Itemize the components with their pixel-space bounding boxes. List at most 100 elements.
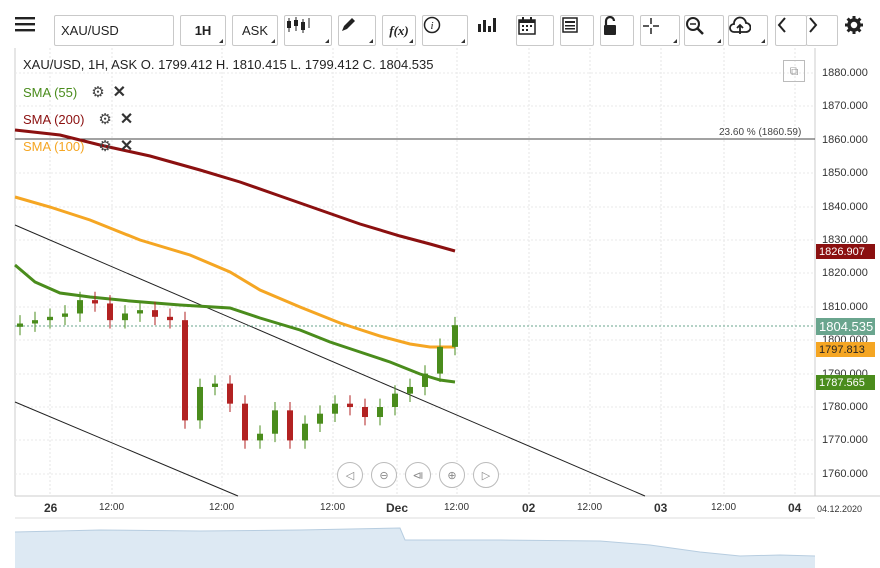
- legend-sma-200[interactable]: SMA (200) ⚙ ✕: [23, 109, 133, 129]
- price-type-label: ASK: [241, 23, 268, 38]
- candle-body: [332, 403, 338, 414]
- sma-200-line[interactable]: [14, 128, 456, 253]
- candle-body: [257, 433, 263, 441]
- zoom-out-button[interactable]: ⊖: [371, 462, 397, 488]
- info-button[interactable]: i: [422, 15, 468, 46]
- trend-line-upper[interactable]: [14, 224, 646, 497]
- zoom-icon: [686, 17, 704, 35]
- candlestick-icon: [287, 17, 310, 33]
- y-tick: 1860.000: [822, 134, 868, 146]
- candle-body: [437, 346, 443, 374]
- lock-button[interactable]: [600, 15, 634, 46]
- draw-tool-button[interactable]: [338, 15, 376, 46]
- legend-sma-100[interactable]: SMA (100) ⚙ ✕: [23, 136, 133, 156]
- candle-body: [287, 410, 293, 441]
- candle-body: [347, 403, 353, 407]
- timeframe-button[interactable]: 1H: [180, 15, 226, 46]
- y-tick: 1870.000: [822, 100, 868, 112]
- scroll-right-button[interactable]: [806, 15, 838, 46]
- candle-body: [92, 300, 98, 304]
- info-icon-glyph: i: [430, 20, 433, 32]
- x-tick: 12:00: [577, 502, 603, 513]
- crosshair-button[interactable]: [640, 15, 680, 46]
- x-tick: 12:00: [99, 502, 125, 513]
- toolbar: XAU/USD 1H ASK f(x) i: [0, 0, 880, 62]
- candle-body: [377, 407, 383, 418]
- y-tick: 1760.000: [822, 468, 868, 480]
- price-tag-sma100: 1797.813: [816, 342, 875, 357]
- legend-sma-55[interactable]: SMA (55) ⚙ ✕: [23, 82, 126, 102]
- template-button[interactable]: [560, 15, 594, 46]
- y-tick: 1880.000: [822, 67, 868, 79]
- calendar-button[interactable]: [516, 15, 554, 46]
- gear-icon[interactable]: ⚙: [98, 111, 112, 128]
- gear-icon[interactable]: ⚙: [91, 84, 105, 101]
- candle-body: [17, 323, 23, 327]
- candle-body: [212, 383, 218, 387]
- calendar-icon: [518, 17, 536, 35]
- candle-body: [122, 313, 128, 321]
- sma-100-line[interactable]: [14, 195, 455, 349]
- indicators-button[interactable]: f(x): [382, 15, 416, 46]
- template-icon: [562, 17, 578, 33]
- legend-sma-100-label: SMA (100): [23, 138, 85, 154]
- close-icon[interactable]: ✕: [119, 111, 134, 128]
- chart-nav-controls: ◁ ⊖ ⧏ ⊕ ▷: [337, 462, 499, 488]
- candle-body: [137, 310, 143, 314]
- candle-body: [77, 300, 83, 314]
- price-tag-sma200: 1826.907: [816, 244, 875, 259]
- candle-body: [227, 383, 233, 404]
- candle-body: [392, 393, 398, 407]
- x-tick: 26: [44, 501, 58, 515]
- y-tick: 1840.000: [822, 201, 868, 213]
- chart-type-button[interactable]: [284, 15, 332, 46]
- scroll-forward-button[interactable]: ▷: [473, 462, 499, 488]
- candle-body: [197, 386, 203, 421]
- x-tick: 12:00: [711, 502, 737, 513]
- info-icon: i: [423, 16, 441, 34]
- candle-body: [272, 410, 278, 434]
- y-tick: 1820.000: [822, 267, 868, 279]
- candle-body: [182, 320, 188, 421]
- symbol-input[interactable]: XAU/USD: [54, 15, 174, 46]
- triangle-left-icon: ◁: [345, 469, 355, 482]
- price-tag-current: 1804.535: [816, 318, 875, 335]
- zoom-out-icon: ⊖: [379, 469, 389, 482]
- candle-body: [407, 386, 413, 394]
- cloud-upload-icon: [729, 16, 751, 34]
- reset-icon: ⧏: [412, 469, 424, 482]
- gear-icon[interactable]: ⚙: [98, 138, 112, 155]
- candle-body: [302, 423, 308, 441]
- expand-icon[interactable]: ⧉: [783, 60, 805, 82]
- close-icon[interactable]: ✕: [119, 138, 134, 155]
- scroll-back-button[interactable]: ◁: [337, 462, 363, 488]
- triangle-right-icon: ▷: [481, 469, 491, 482]
- candle-body: [152, 310, 158, 317]
- x-tick: 02: [522, 501, 536, 515]
- menu-icon[interactable]: [14, 15, 42, 46]
- y-tick: 1830.000: [822, 234, 868, 246]
- x-tick: Dec: [386, 501, 409, 515]
- scroll-left-button[interactable]: [775, 15, 807, 46]
- symbol-label: XAU/USD: [61, 23, 119, 38]
- x-tick: 04.12.2020: [817, 504, 863, 514]
- candle-body: [32, 320, 38, 324]
- ohlc-legend: XAU/USD, 1H, ASK O. 1799.412 H. 1810.415…: [23, 57, 434, 72]
- zoom-button[interactable]: [684, 15, 724, 46]
- candle-body: [362, 407, 368, 418]
- candlestick-series[interactable]: [17, 291, 458, 449]
- volume-icon[interactable]: [476, 15, 510, 46]
- y-tick: 1810.000: [822, 301, 868, 313]
- close-icon[interactable]: ✕: [112, 84, 127, 101]
- x-tick: 04: [788, 501, 802, 515]
- settings-gear-icon[interactable]: [844, 15, 872, 46]
- price-type-button[interactable]: ASK: [232, 15, 278, 46]
- candle-body: [62, 313, 68, 317]
- reset-view-button[interactable]: ⧏: [405, 462, 431, 488]
- sma-55-line[interactable]: [14, 263, 456, 384]
- candle-body: [242, 403, 248, 441]
- trend-line-lower[interactable]: [14, 401, 239, 497]
- cloud-button[interactable]: [728, 15, 768, 46]
- zoom-in-button[interactable]: ⊕: [439, 462, 465, 488]
